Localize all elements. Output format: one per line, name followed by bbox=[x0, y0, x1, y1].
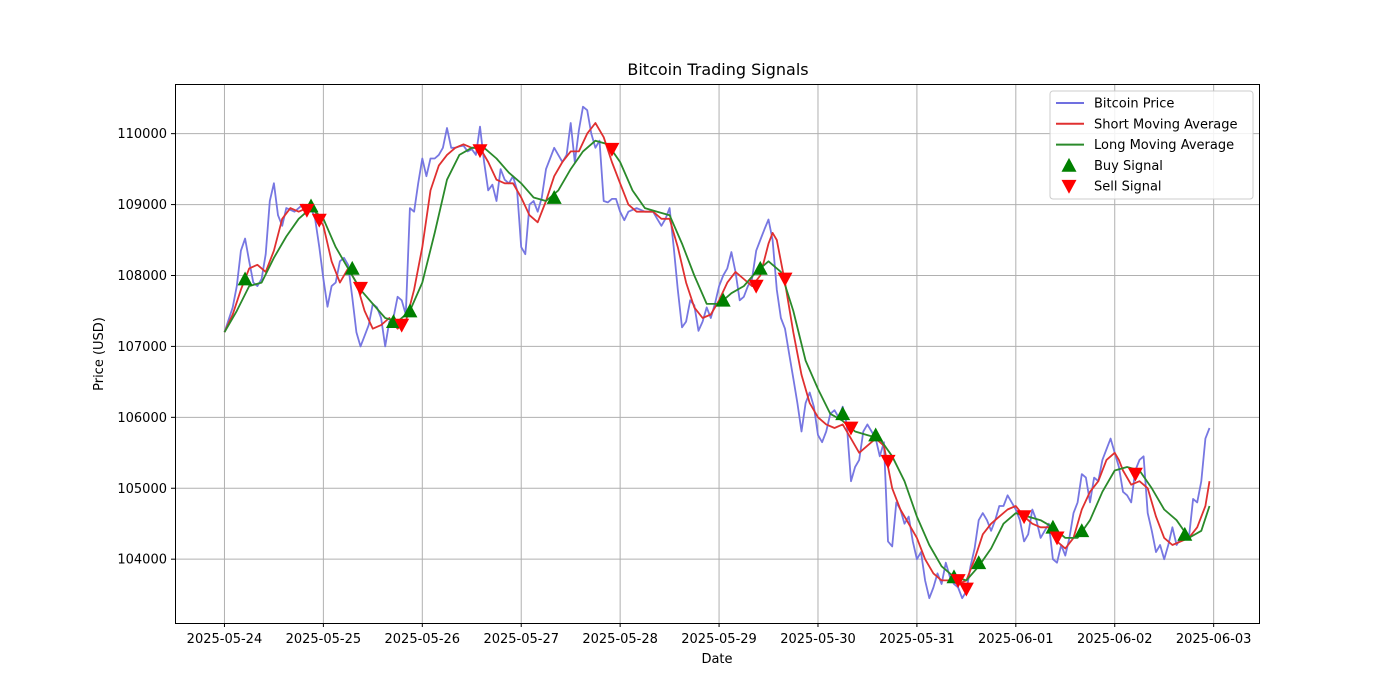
legend-swatch bbox=[1061, 157, 1077, 172]
x-axis-ticks: 2025-05-24 2025-05-25 2025-05-26 2025-05-27… bbox=[187, 623, 1252, 647]
buy-signal-marker bbox=[715, 292, 731, 307]
sell-signal-marker bbox=[1127, 467, 1143, 482]
sell-signal-marker bbox=[777, 272, 793, 287]
x-tick-label: 2025-05-28 bbox=[582, 632, 658, 647]
grid bbox=[175, 84, 1259, 623]
sell-signal-marker bbox=[299, 203, 315, 218]
y-tick-label: 109000 bbox=[117, 198, 167, 213]
x-tick-label: 2025-05-31 bbox=[879, 632, 955, 647]
legend-swatch bbox=[1061, 179, 1077, 194]
y-tick-label: 110000 bbox=[117, 127, 167, 142]
y-tick-label: 104000 bbox=[117, 553, 167, 568]
x-tick-label: 2025-05-30 bbox=[780, 632, 856, 647]
legend-label: Long Moving Average bbox=[1094, 138, 1234, 153]
x-tick-label: 2025-06-03 bbox=[1176, 632, 1252, 647]
price-line bbox=[223, 105, 1211, 600]
legend-label: Short Moving Average bbox=[1094, 117, 1238, 132]
buy-signal-marker bbox=[1074, 523, 1090, 538]
plot-frame bbox=[175, 84, 1260, 624]
x-tick-label: 2025-05-26 bbox=[385, 632, 461, 647]
buy-signal-marker bbox=[402, 303, 418, 318]
sell-signal-marker bbox=[958, 582, 974, 597]
sell-signal-marker bbox=[880, 454, 896, 469]
y-axis-label: Price (USD) bbox=[92, 317, 107, 391]
legend-label: Sell Signal bbox=[1094, 180, 1162, 195]
signal-markers bbox=[237, 142, 1193, 597]
sell-signal-marker bbox=[950, 574, 966, 588]
buy-signal-marker bbox=[1177, 526, 1193, 541]
sell-signal-marker bbox=[843, 421, 859, 436]
y-tick-label: 108000 bbox=[117, 269, 167, 284]
buy-signal-marker bbox=[1045, 519, 1061, 534]
x-axis-label: Date bbox=[701, 652, 732, 667]
legend: Bitcoin Price Short Moving Average Long Mo… bbox=[1049, 90, 1254, 200]
buy-signal-marker bbox=[835, 406, 851, 421]
sell-signal-marker bbox=[604, 142, 620, 157]
legend-label: Bitcoin Price bbox=[1094, 97, 1174, 112]
x-tick-label: 2025-06-01 bbox=[978, 632, 1054, 647]
sell-signal-marker bbox=[311, 213, 327, 228]
sell-signal-marker bbox=[472, 144, 488, 159]
sell-signal-marker bbox=[394, 318, 410, 333]
x-tick-label: 2025-05-27 bbox=[483, 632, 559, 647]
x-tick-label: 2025-05-25 bbox=[286, 632, 362, 647]
sell-signal-marker bbox=[1049, 531, 1065, 546]
y-tick-label: 107000 bbox=[117, 340, 167, 355]
legend-label: Buy Signal bbox=[1094, 159, 1163, 174]
buy-signal-marker bbox=[344, 260, 360, 275]
buy-signal-marker bbox=[237, 271, 253, 286]
y-tick-label: 106000 bbox=[117, 411, 167, 426]
chart-title: Bitcoin Trading Signals bbox=[627, 60, 808, 79]
legend-box bbox=[1049, 90, 1254, 200]
buy-signal-marker bbox=[752, 260, 768, 275]
buy-signal-marker bbox=[385, 314, 401, 328]
buy-signal-marker bbox=[546, 189, 562, 204]
sell-signal-marker bbox=[352, 281, 368, 296]
sell-signal-marker bbox=[1016, 510, 1032, 525]
y-axis-ticks: 104000 105000 106000 107000 108000 109000 1100… bbox=[117, 127, 175, 568]
buy-signal-marker bbox=[971, 555, 987, 570]
x-tick-label: 2025-06-02 bbox=[1077, 632, 1153, 647]
buy-signal-marker bbox=[868, 427, 884, 442]
x-tick-label: 2025-05-24 bbox=[187, 632, 263, 647]
x-tick-label: 2025-05-29 bbox=[681, 632, 757, 647]
sell-signal-marker bbox=[748, 279, 764, 294]
y-tick-label: 105000 bbox=[117, 482, 167, 497]
